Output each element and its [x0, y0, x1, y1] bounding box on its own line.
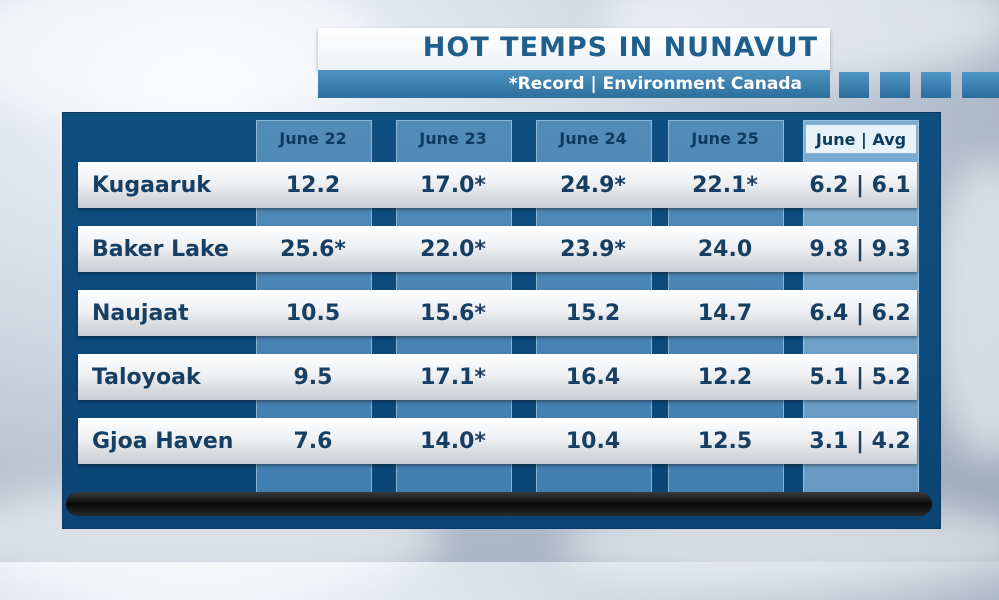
table-cell: 5.1 | 5.2	[809, 364, 911, 390]
table-cell: 24.0	[697, 236, 753, 262]
table-cell: 14.7	[697, 300, 753, 326]
table-cell: 7.6	[293, 428, 333, 454]
table-cell: 22.1*	[692, 172, 758, 198]
column-header: June 25	[691, 128, 759, 148]
column-header: June | Avg	[805, 124, 917, 154]
chart-title: HOT TEMPS IN NUNAVUT	[422, 32, 818, 63]
column-header: June 24	[559, 128, 627, 148]
table-cell: 12.2	[697, 364, 753, 390]
table-cell: 12.5	[697, 428, 753, 454]
table-row	[78, 226, 917, 272]
table-cell: 10.4	[565, 428, 621, 454]
row-label: Kugaaruk	[92, 172, 211, 198]
table-row	[78, 290, 917, 336]
table-cell: 9.5	[293, 364, 333, 390]
column-header: June 22	[279, 128, 347, 148]
table-cell: 12.2	[285, 172, 341, 198]
table-cell: 6.2 | 6.1	[809, 172, 911, 198]
chart-subtitle: *Record | Environment Canada	[508, 74, 802, 94]
table-row	[78, 418, 917, 464]
table-cell: 9.8 | 9.3	[809, 236, 911, 262]
subtitle-box: *Record | Environment Canada	[318, 70, 830, 98]
table-cell: 15.6*	[420, 300, 486, 326]
bottom-bar	[66, 492, 932, 516]
decorative-square	[839, 72, 869, 98]
table-cell: 17.1*	[420, 364, 486, 390]
table-cell: 15.2	[565, 300, 621, 326]
title-box: HOT TEMPS IN NUNAVUT	[318, 28, 830, 70]
decorative-square	[921, 72, 951, 98]
decorative-square	[962, 72, 999, 98]
table-cell: 10.5	[285, 300, 341, 326]
table-cell: 22.0*	[420, 236, 486, 262]
table-row	[78, 354, 917, 400]
table-cell: 3.1 | 4.2	[809, 428, 911, 454]
table-cell: 25.6*	[280, 236, 346, 262]
row-label: Naujaat	[92, 300, 189, 326]
row-label: Baker Lake	[92, 236, 229, 262]
table-cell: 17.0*	[420, 172, 486, 198]
decorative-square	[880, 72, 910, 98]
table-cell: 6.4 | 6.2	[809, 300, 911, 326]
column-header: June 23	[419, 128, 487, 148]
table-row	[78, 162, 917, 208]
row-label: Taloyoak	[92, 364, 201, 390]
table-cell: 16.4	[565, 364, 621, 390]
row-label: Gjoa Haven	[92, 428, 234, 454]
table-cell: 14.0*	[420, 428, 486, 454]
table-cell: 24.9*	[560, 172, 626, 198]
table-cell: 23.9*	[560, 236, 626, 262]
